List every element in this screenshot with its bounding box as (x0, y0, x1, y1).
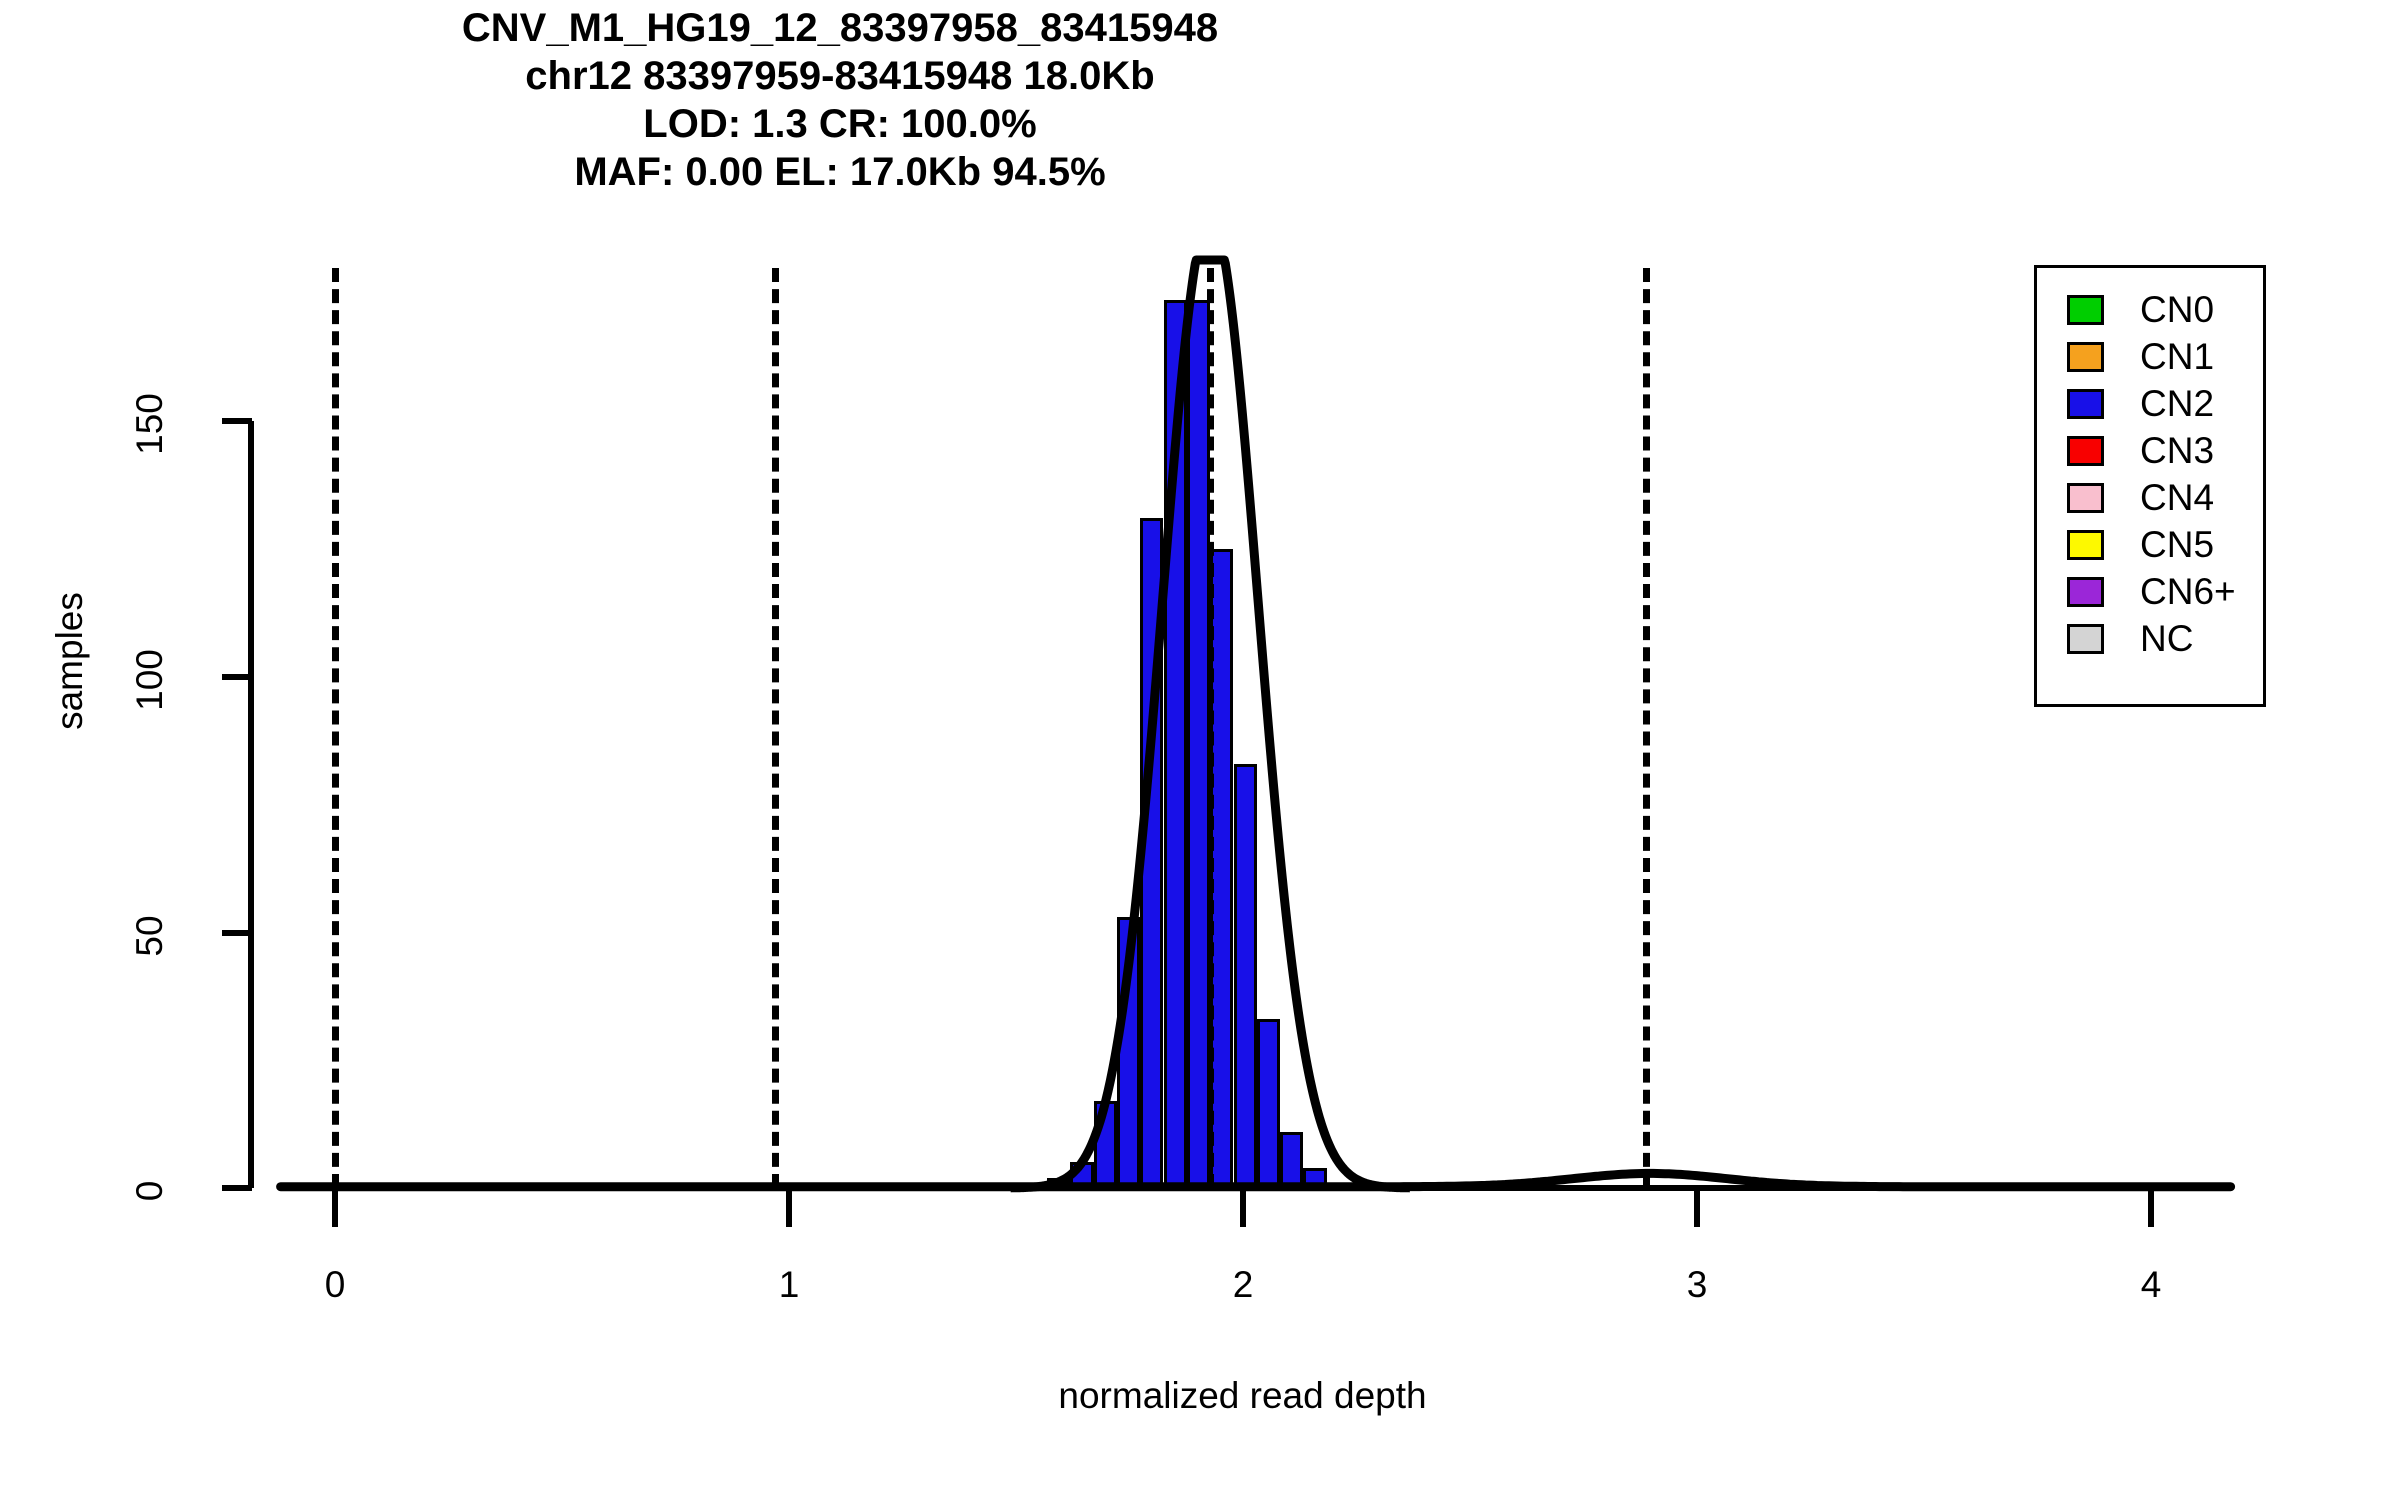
legend-item-cn1[interactable]: CN1 (2037, 333, 2263, 380)
x-tick-4 (2148, 1191, 2154, 1227)
histogram-bar (1233, 763, 1257, 1188)
x-tick-3 (1694, 1191, 1700, 1227)
x-tick-0 (332, 1191, 338, 1227)
legend-swatch-icon (2067, 435, 2104, 466)
legend-item-cn5[interactable]: CN5 (2037, 521, 2263, 568)
legend-item-label: CN2 (2140, 383, 2215, 424)
legend-swatch-icon (2067, 341, 2104, 372)
histogram-bar (1024, 1182, 1048, 1189)
legend-item-cn4[interactable]: CN4 (2037, 474, 2263, 521)
x-tick-2 (1240, 1191, 1246, 1227)
legend-swatch-icon (2067, 482, 2104, 513)
legend-item-label: NC (2140, 618, 2194, 659)
y-axis-label: samples (49, 592, 90, 730)
y-tick-150 (222, 418, 252, 424)
reference-line (771, 268, 779, 1188)
legend-item-cn3[interactable]: CN3 (2037, 427, 2263, 474)
legend-swatch-icon (2067, 576, 2104, 607)
legend-item-label: CN0 (2140, 289, 2215, 330)
x-tick-1 (786, 1191, 792, 1227)
histogram-bar (1116, 916, 1141, 1188)
legend-item-label: CN5 (2140, 524, 2215, 565)
histogram-bar (1163, 300, 1187, 1188)
y-tick-100 (222, 674, 252, 680)
legend-item-cn6plus[interactable]: CN6+ (2037, 568, 2263, 615)
y-tick-50 (222, 930, 252, 936)
y-axis-line (248, 421, 254, 1188)
reference-line (1207, 268, 1215, 1188)
legend-swatch-icon (2067, 388, 2104, 419)
title-line-3: LOD: 1.3 CR: 100.0% (643, 102, 1037, 146)
legend-item-nc[interactable]: NC (2037, 615, 2263, 662)
title-line-4: MAF: 0.00 EL: 17.0Kb 94.5% (574, 150, 1106, 194)
histogram-bar (1396, 1182, 1420, 1189)
histogram-bar (1070, 1162, 1094, 1188)
legend-swatch-icon (2067, 529, 2104, 560)
histogram-bar (1279, 1131, 1304, 1188)
y-tick-label-150: 150 (129, 393, 170, 455)
chart-title-block: CNV_M1_HG19_12_83397958_83415948 chr12 8… (0, 4, 1680, 196)
x-tick-label-4: 4 (2140, 1264, 2162, 1305)
x-tick-label-3: 3 (1686, 1264, 1708, 1305)
legend-item-cn0[interactable]: CN0 (2037, 286, 2263, 333)
histogram-bar (1047, 1177, 1071, 1188)
y-tick-0 (222, 1185, 252, 1191)
legend-swatch-icon (2067, 294, 2104, 325)
legend-item-cn2[interactable]: CN2 (2037, 380, 2263, 427)
legend-item-label: CN1 (2140, 336, 2215, 377)
reference-line (1642, 268, 1650, 1188)
y-tick-label-50: 50 (129, 915, 170, 957)
histogram-bar (1303, 1167, 1327, 1188)
histogram-bar (1326, 1182, 1350, 1189)
legend-item-label: CN6+ (2140, 571, 2236, 612)
legend-box: CN0 CN1 CN2 CN3 CN4 CN5 CN6+ NC (2034, 265, 2266, 707)
title-line-1: CNV_M1_HG19_12_83397958_83415948 (461, 6, 1219, 50)
histogram-bar (1256, 1019, 1280, 1188)
x-axis-label: normalized read depth (1058, 1375, 1427, 1416)
x-tick-label-1: 1 (778, 1264, 800, 1305)
legend-swatch-icon (2067, 623, 2104, 654)
x-tick-label-0: 0 (324, 1264, 346, 1305)
histogram-bar (1140, 518, 1164, 1188)
title-line-2: chr12 83397959-83415948 18.0Kb (525, 54, 1155, 98)
legend-item-label: CN3 (2140, 430, 2215, 471)
y-tick-label-0: 0 (129, 1180, 170, 1202)
histogram-bar (1093, 1101, 1118, 1188)
y-tick-label-100: 100 (129, 649, 170, 711)
x-tick-label-2: 2 (1232, 1264, 1254, 1305)
reference-line (332, 268, 339, 1188)
legend-item-label: CN4 (2140, 477, 2215, 518)
